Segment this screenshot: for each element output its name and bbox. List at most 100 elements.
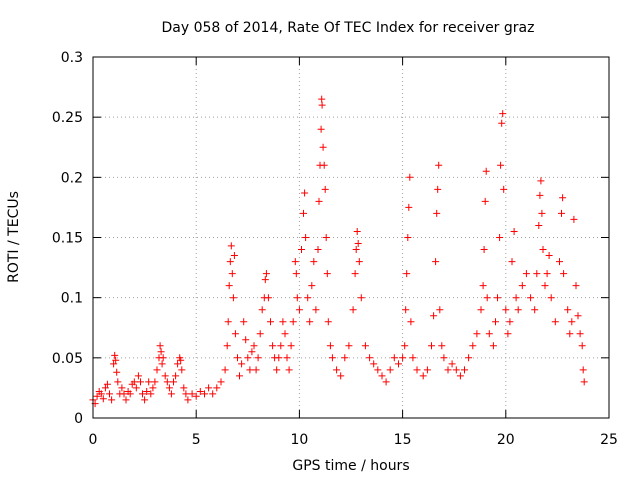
data-point [428,342,435,350]
data-point [132,384,140,392]
data-point [234,354,241,362]
data-point [579,366,587,374]
data-point [433,209,441,217]
data-point [482,167,490,175]
data-point [184,396,192,404]
data-point [469,342,477,350]
data-point [163,378,171,386]
data-point [264,294,272,302]
data-point [252,366,260,374]
data-point [229,294,237,302]
data-point [333,366,341,374]
data-point [273,366,281,374]
data-point [170,378,177,386]
y-tick-label: 0.2 [61,170,83,186]
data-point [151,378,159,386]
data-point [165,384,173,392]
data-point [108,396,116,404]
data-point [448,360,456,368]
data-point [378,372,386,380]
data-point [401,342,409,350]
data-point [492,318,499,326]
data-point [318,101,326,109]
data-point [337,372,345,380]
data-point [543,270,551,278]
x-tick-label: 15 [394,432,412,448]
data-point [256,330,264,338]
data-point [386,366,394,374]
data-point [434,185,442,193]
data-point [201,390,208,398]
data-point [545,252,553,259]
data-point [205,384,213,392]
data-point [341,354,349,362]
data-point [106,390,113,398]
data-point [310,258,318,266]
data-point [248,348,256,356]
data-point [539,246,547,253]
data-point [518,282,526,290]
data-point [352,246,360,253]
data-point [390,354,398,362]
data-point [479,282,487,290]
data-point [118,384,126,392]
data-point [227,242,235,250]
data-point [159,354,167,362]
data-point [238,360,246,368]
data-point [349,306,357,314]
data-point [578,342,586,350]
data-point [99,395,107,403]
data-point [504,330,512,338]
data-point [321,185,329,193]
data-point [406,173,414,181]
data-point [465,354,473,362]
data-point [409,354,417,362]
data-point [103,380,111,388]
y-axis-label: ROTI / TECUs [6,191,22,283]
data-point [574,312,582,320]
data-point [157,348,165,356]
data-point [137,378,144,386]
data-point [436,306,444,314]
plot-frame [92,56,610,419]
data-point [499,110,507,118]
data-point [254,354,262,362]
data-point [110,360,118,368]
data-point [323,270,331,278]
data-point [483,294,491,302]
data-point [240,318,248,326]
data-point [374,366,382,374]
data-point [357,294,365,302]
data-point [277,342,285,350]
data-point [134,372,142,380]
data-point [473,330,481,338]
data-point [112,356,120,364]
data-point [113,368,121,376]
data-point [269,342,277,350]
axis-ticks: 0 0.05 0.1 0.15 0.2 0.25 0.3 0 5 10 15 20 25 [52,50,618,448]
data-point [435,161,443,169]
data-point [559,194,567,202]
data-point [547,294,555,302]
data-point [141,396,149,404]
data-point [293,294,301,302]
data-point [250,342,258,350]
data-point [498,119,506,127]
data-point [114,378,122,386]
y-tick-label: 0.05 [52,351,83,367]
data-point [291,258,299,266]
data-point [301,189,309,197]
data-point [300,209,307,217]
data-point [180,384,188,392]
data-point [353,228,361,235]
data-point [139,390,146,398]
data-point [242,336,250,344]
data-point [512,294,520,302]
data-point [318,95,326,103]
data-point [298,246,305,253]
data-point [217,378,225,386]
data-point [541,282,549,290]
data-point [485,330,493,338]
data-point [558,209,565,217]
